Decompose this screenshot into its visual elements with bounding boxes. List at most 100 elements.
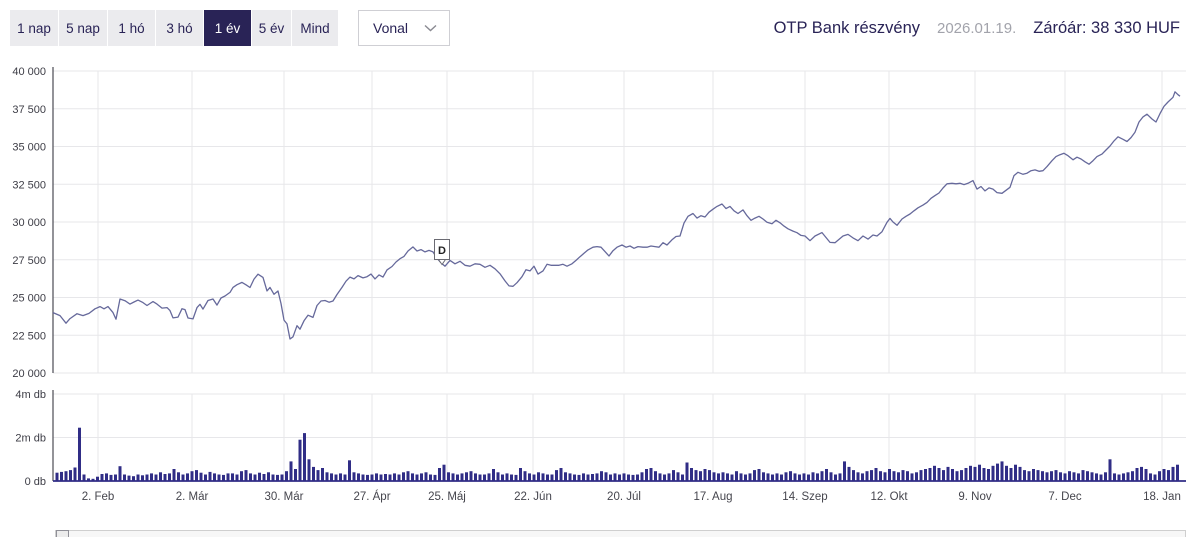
- volume-bar: [766, 473, 770, 481]
- volume-bar: [1126, 472, 1130, 481]
- volume-bar: [366, 474, 369, 481]
- volume-bar: [1095, 473, 1098, 481]
- volume-bar: [798, 474, 801, 481]
- price-chart[interactable]: 40 000 37 500 35 000 32 500 30 000 27 500 25 0…: [0, 55, 1200, 380]
- x-tick-label: 18. Jan: [1143, 491, 1181, 503]
- volume-bar: [514, 474, 518, 481]
- volume-bar: [379, 474, 383, 481]
- volume-bar: [105, 473, 108, 481]
- volume-chart[interactable]: 2. Feb 2. Már 30. Már 27. Ápr 25. Máj 22. Jún…: [0, 385, 1200, 515]
- volume-bar: [231, 473, 234, 481]
- volume-bar: [604, 472, 608, 481]
- volume-bar: [429, 474, 432, 481]
- volume-bar: [168, 473, 171, 481]
- scrollbar-handle[interactable]: [56, 530, 69, 537]
- volume-bar: [861, 473, 864, 481]
- volume-bar: [1113, 473, 1116, 481]
- volume-bar: [802, 473, 806, 481]
- volume-bar: [636, 474, 639, 481]
- volume-bar: [811, 472, 815, 481]
- volume-bar: [717, 473, 720, 481]
- volume-bar: [735, 471, 738, 481]
- dividend-marker-box: [434, 239, 450, 261]
- volume-bar: [159, 472, 162, 481]
- volume-bar: [456, 474, 459, 481]
- volume-bar: [339, 473, 342, 481]
- volume-bar: [712, 472, 716, 481]
- volume-bar: [163, 474, 167, 481]
- volume-bar: [1014, 464, 1017, 481]
- volume-bar: [627, 474, 630, 481]
- volume-bar: [1117, 474, 1121, 481]
- volume-bar: [172, 469, 176, 481]
- volume-bar: [82, 474, 86, 481]
- volume-bar: [613, 473, 617, 481]
- volume-bar: [951, 469, 954, 481]
- volume-bar: [78, 427, 81, 481]
- volume-bar: [825, 469, 828, 481]
- volume-bar: [1162, 469, 1166, 481]
- range-button-3ho[interactable]: 3 hó: [156, 10, 203, 46]
- volume-bar: [888, 469, 891, 481]
- range-button-1nap[interactable]: 1 nap: [10, 10, 58, 46]
- volume-bar: [870, 470, 873, 481]
- volume-bar: [483, 474, 486, 481]
- dividend-marker[interactable]: D: [434, 239, 450, 266]
- header-info: OTP Bank részvény 2026.01.19. Záróár: 38…: [774, 10, 1180, 46]
- quote-date: 2026.01.19.: [937, 19, 1017, 37]
- volume-bar: [177, 472, 180, 481]
- volume-bar: [1167, 470, 1170, 481]
- volume-bar: [726, 473, 729, 481]
- chart-type-select[interactable]: Vonal: [358, 10, 450, 46]
- volume-bar: [316, 470, 320, 481]
- price-y-tick-label: 27 500: [12, 255, 46, 267]
- volume-bar: [132, 476, 135, 481]
- volume-bar: [699, 471, 702, 481]
- volume-bar: [906, 471, 909, 481]
- price-y-tick-label: 30 000: [12, 217, 46, 229]
- volume-bar: [937, 468, 941, 481]
- volume-bar: [1149, 473, 1152, 481]
- volume-bar: [307, 459, 311, 482]
- volume-bar: [343, 474, 347, 481]
- volume-bar: [1023, 470, 1026, 481]
- volume-bar: [946, 466, 950, 481]
- volume-y-tick-label: 2m db: [15, 433, 46, 445]
- range-button-1ho[interactable]: 1 hó: [108, 10, 155, 46]
- volume-bar: [528, 473, 531, 481]
- range-button-mind[interactable]: Mind: [292, 10, 338, 46]
- volume-bar: [640, 472, 644, 481]
- x-tick-label: 9. Nov: [958, 491, 991, 503]
- volume-bar: [145, 474, 149, 481]
- volume-bar: [1135, 468, 1139, 481]
- range-button-1ev[interactable]: 1 év: [204, 10, 251, 46]
- volume-bar: [658, 473, 662, 481]
- volume-bar: [910, 473, 914, 481]
- volume-bar: [388, 474, 392, 481]
- volume-bar: [69, 470, 72, 481]
- volume-bar: [361, 474, 365, 481]
- range-button-5nap[interactable]: 5 nap: [59, 10, 107, 46]
- volume-bar: [1032, 469, 1035, 481]
- volume-bar: [609, 474, 612, 481]
- range-button-5ev[interactable]: 5 év: [252, 10, 291, 46]
- closing-price: Záróár: 38 330 HUF: [1033, 18, 1180, 37]
- volume-bar: [478, 474, 482, 481]
- volume-bar: [744, 474, 747, 481]
- volume-bar: [933, 465, 936, 481]
- volume-bar: [820, 471, 824, 481]
- volume-bar: [843, 461, 846, 481]
- volume-bar: [510, 474, 513, 481]
- volume-bar: [276, 474, 279, 481]
- volume-bar: [1131, 471, 1134, 481]
- volume-bar: [447, 472, 450, 481]
- volume-bar: [780, 474, 783, 481]
- price-y-tick-label: 32 500: [12, 179, 46, 191]
- volume-bar: [96, 476, 99, 482]
- volume-bar: [807, 474, 810, 481]
- volume-bar: [190, 471, 194, 481]
- dividend-marker-label: D: [438, 245, 446, 257]
- volume-bar: [1059, 472, 1062, 481]
- timeline-scrollbar[interactable]: [55, 530, 1186, 537]
